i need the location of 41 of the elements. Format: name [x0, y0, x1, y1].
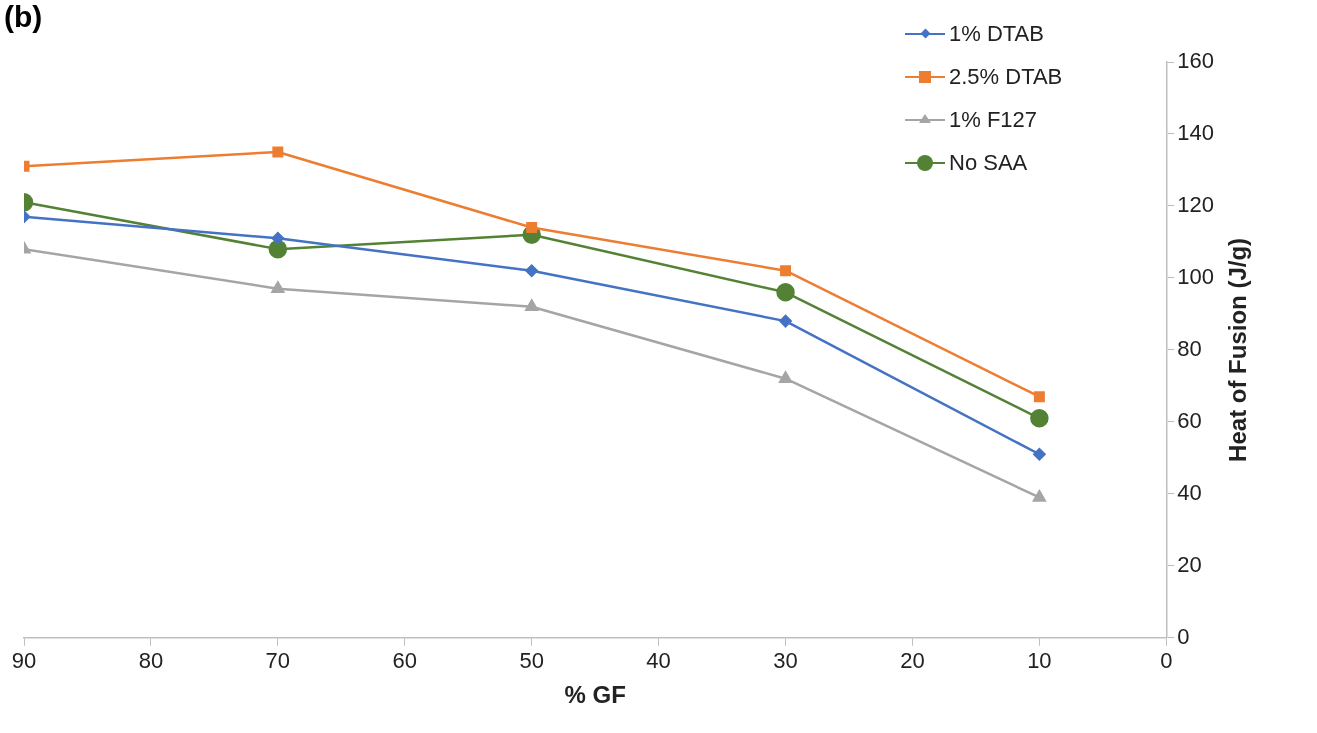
legend-label: 1% F127	[949, 106, 1038, 133]
point	[779, 314, 792, 328]
y-tick-label: 60	[1177, 407, 1202, 433]
x-tick-label: 90	[11, 648, 37, 674]
y-tick-label: 0	[1177, 623, 1190, 649]
point	[272, 146, 284, 158]
point	[525, 264, 538, 277]
legend-label: 2.5% DTAB	[949, 63, 1063, 90]
x-tick-label: 10	[1027, 648, 1052, 674]
x-tick-label: 50	[519, 648, 544, 674]
x-tick-label: 80	[138, 648, 164, 674]
point	[1032, 490, 1046, 502]
point	[1033, 391, 1045, 403]
x-tick-label: 20	[900, 648, 925, 674]
y-tick-label: 40	[1177, 479, 1202, 505]
point	[268, 239, 288, 259]
point	[526, 222, 538, 234]
point	[776, 283, 795, 302]
y-tick-label: 120	[1177, 192, 1215, 218]
x-tick-label: 40	[646, 648, 671, 674]
point	[779, 371, 792, 383]
x-tick-label: 0	[1160, 648, 1173, 674]
y-tick-label: 20	[1177, 551, 1202, 577]
y-tick-label: 80	[1177, 335, 1202, 361]
chart-title: (b)	[4, 0, 43, 34]
point	[271, 232, 285, 245]
point	[780, 265, 792, 277]
y-tick-label: 100	[1177, 263, 1215, 289]
y-tick-label: 160	[1177, 48, 1215, 74]
point	[525, 299, 539, 311]
legend-label: 1% DTAB	[949, 20, 1044, 47]
point	[271, 281, 285, 293]
legend-label: No SAA	[949, 149, 1028, 176]
point	[1030, 409, 1049, 428]
y-axis-title: Heat of Fusion (J/g)	[1223, 237, 1251, 462]
x-tick-label: 30	[773, 648, 798, 674]
point	[1033, 448, 1046, 461]
x-tick-label: 70	[265, 648, 291, 674]
x-tick-label: 60	[392, 648, 418, 674]
x-axis-title: % GF	[564, 681, 626, 709]
y-tick-label: 140	[1177, 120, 1215, 146]
